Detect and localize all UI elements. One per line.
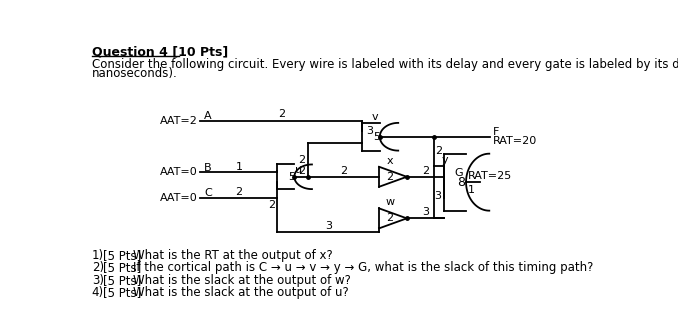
Text: 2: 2 — [386, 213, 393, 223]
Text: 3: 3 — [366, 125, 373, 136]
Text: 3: 3 — [422, 207, 428, 217]
Text: 2: 2 — [435, 147, 443, 157]
Text: 2: 2 — [298, 166, 305, 176]
Text: AAT=0: AAT=0 — [160, 193, 198, 203]
Text: What is the slack at the output of w?: What is the slack at the output of w? — [133, 274, 351, 287]
Text: A: A — [204, 111, 212, 121]
Text: RAT=25: RAT=25 — [468, 171, 512, 181]
Text: x: x — [387, 156, 393, 166]
Text: What is the RT at the output of x?: What is the RT at the output of x? — [133, 249, 332, 262]
Text: AAT=0: AAT=0 — [160, 167, 198, 177]
Text: B: B — [204, 163, 212, 172]
Text: If the cortical path is C → u → v → y → G, what is the slack of this timing path: If the cortical path is C → u → v → y → … — [133, 261, 593, 274]
Text: 3): 3) — [92, 274, 104, 287]
Text: 3: 3 — [434, 191, 441, 201]
Text: 2: 2 — [235, 187, 243, 197]
Text: Consider the following circuit. Every wire is labeled with its delay and every g: Consider the following circuit. Every wi… — [92, 58, 678, 71]
Text: 2: 2 — [422, 166, 428, 176]
Text: 1: 1 — [468, 185, 475, 195]
Text: RAT=20: RAT=20 — [493, 136, 537, 146]
Text: nanoseconds).: nanoseconds). — [92, 68, 178, 80]
Text: 2: 2 — [386, 172, 393, 182]
Text: 2: 2 — [278, 110, 285, 119]
Text: 1): 1) — [92, 249, 104, 262]
Text: u: u — [296, 165, 302, 175]
Text: y: y — [442, 155, 449, 165]
Text: 1: 1 — [235, 162, 243, 172]
Text: 2): 2) — [92, 261, 104, 274]
Text: Question 4 [10 Pts]: Question 4 [10 Pts] — [92, 46, 228, 59]
Text: 5: 5 — [288, 172, 295, 182]
Text: 2: 2 — [268, 200, 275, 210]
Text: [5 Pts]: [5 Pts] — [103, 261, 142, 274]
Text: [5 Pts]: [5 Pts] — [103, 286, 142, 299]
Text: 4): 4) — [92, 286, 104, 299]
Text: F: F — [493, 127, 500, 137]
Text: [5 Pts]: [5 Pts] — [103, 274, 142, 287]
Text: 8: 8 — [457, 176, 464, 189]
Text: w: w — [386, 197, 395, 207]
Text: What is the slack at the output of u?: What is the slack at the output of u? — [133, 286, 348, 299]
Text: G: G — [454, 168, 462, 178]
Text: 5: 5 — [374, 132, 380, 142]
Text: 2: 2 — [298, 155, 306, 165]
Text: 3: 3 — [325, 221, 332, 231]
Text: [5 Pts]: [5 Pts] — [103, 249, 142, 262]
Text: v: v — [371, 112, 378, 122]
Text: AAT=2: AAT=2 — [160, 116, 198, 125]
Text: C: C — [204, 188, 212, 198]
Text: 2: 2 — [340, 166, 347, 176]
